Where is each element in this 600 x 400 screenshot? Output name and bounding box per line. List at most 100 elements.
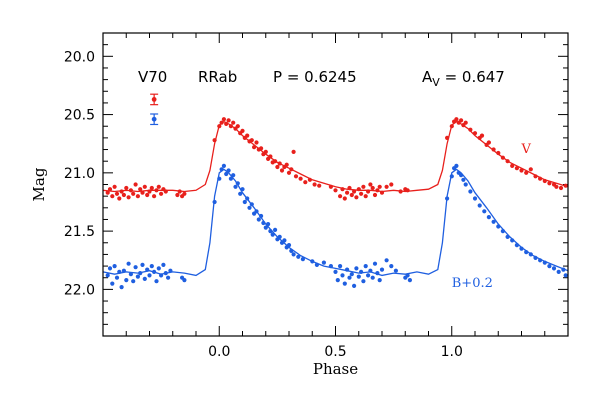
data-point-v xyxy=(372,192,378,198)
data-point-v xyxy=(249,138,254,143)
data-point-b xyxy=(310,259,315,264)
data-point-b xyxy=(384,258,389,263)
data-point-b xyxy=(370,275,375,280)
data-point-v xyxy=(472,131,478,136)
data-point-b xyxy=(449,174,454,179)
data-point-b xyxy=(335,278,340,283)
data-point-b xyxy=(247,205,252,210)
data-point-b xyxy=(300,257,305,262)
data-point-b xyxy=(405,273,410,278)
data-point-v xyxy=(163,189,168,194)
data-point-v xyxy=(349,192,354,198)
data-point-b xyxy=(212,199,217,205)
data-point-v xyxy=(519,168,524,173)
data-point-b xyxy=(240,187,245,192)
data-point-b xyxy=(407,278,412,283)
data-point-v xyxy=(268,154,273,159)
data-point-v xyxy=(182,191,187,196)
amplitude-value: = 0.647 xyxy=(440,68,505,86)
data-point-b xyxy=(368,268,373,273)
data-point-b xyxy=(238,191,243,196)
data-point-v xyxy=(219,120,224,125)
data-point-b xyxy=(140,262,145,267)
data-point-v xyxy=(333,188,338,193)
data-point-v xyxy=(154,188,159,193)
data-point-v xyxy=(286,170,292,175)
x-tick-label: 0.5 xyxy=(324,344,346,360)
data-point-b xyxy=(542,260,547,265)
data-point-b xyxy=(461,177,466,182)
data-point-v xyxy=(105,190,110,195)
data-point-v xyxy=(252,145,257,150)
data-point-v xyxy=(293,174,299,179)
data-point-b xyxy=(126,261,131,266)
plot-frame xyxy=(102,32,569,337)
data-point-b xyxy=(117,269,122,274)
data-point-v xyxy=(317,183,322,188)
data-point-v xyxy=(377,184,382,189)
data-point-b xyxy=(556,269,561,274)
data-point-b xyxy=(375,271,380,276)
data-point-v xyxy=(303,180,308,185)
data-point-b xyxy=(491,219,496,224)
data-point-b xyxy=(133,265,138,270)
data-point-v xyxy=(370,185,375,191)
data-point-b xyxy=(231,173,236,178)
data-point-b xyxy=(245,196,250,201)
data-point-b xyxy=(463,182,468,187)
data-point-b xyxy=(359,269,364,274)
data-point-b xyxy=(266,222,271,227)
data-point-v xyxy=(117,196,122,201)
data-point-b xyxy=(393,268,398,273)
data-point-v xyxy=(226,118,231,123)
data-point-b xyxy=(233,184,238,189)
data-point-b xyxy=(161,262,166,267)
x-tick-label: 0.0 xyxy=(208,344,230,360)
data-point-b xyxy=(131,279,136,284)
data-point-b xyxy=(500,229,505,234)
data-point-b xyxy=(377,278,382,283)
data-point-b xyxy=(254,209,259,214)
data-point-v xyxy=(398,189,403,194)
tick-marks xyxy=(103,33,568,336)
fit-curve-b xyxy=(102,168,569,277)
data-point-b xyxy=(235,181,240,186)
y-tick-label: 21.5 xyxy=(64,224,95,240)
data-points xyxy=(105,117,568,290)
data-point-v xyxy=(107,187,113,192)
data-point-b xyxy=(551,266,557,271)
data-point-b xyxy=(135,274,140,279)
data-point-b xyxy=(519,246,524,251)
amplitude-prefix: A xyxy=(422,68,433,86)
data-point-v xyxy=(405,188,410,193)
y-tick-label: 21.0 xyxy=(64,166,95,182)
data-point-v xyxy=(124,185,129,191)
data-point-b xyxy=(224,171,229,177)
data-point-b xyxy=(228,176,233,181)
data-point-v xyxy=(298,176,303,181)
data-point-b xyxy=(156,266,161,271)
x-axis-label: Phase xyxy=(313,360,358,378)
data-point-v xyxy=(152,194,157,199)
data-point-v xyxy=(384,184,389,189)
data-point-v xyxy=(114,191,120,196)
data-point-b xyxy=(256,217,261,222)
data-point-b xyxy=(159,273,164,278)
data-point-b xyxy=(356,274,361,279)
data-point-b xyxy=(563,273,568,278)
fit-curve-v xyxy=(102,120,569,193)
data-point-b xyxy=(538,258,543,263)
data-point-v xyxy=(284,162,289,167)
data-point-v xyxy=(375,188,380,193)
data-point-v xyxy=(259,146,264,151)
data-point-b xyxy=(268,229,273,234)
data-point-v xyxy=(558,185,564,191)
data-point-b xyxy=(459,173,464,178)
data-point-v xyxy=(112,184,117,189)
data-point-b xyxy=(454,163,459,168)
y-tick-label: 20.5 xyxy=(64,108,95,124)
data-point-b xyxy=(182,278,187,283)
data-point-b xyxy=(342,281,347,286)
data-point-v xyxy=(231,120,236,125)
